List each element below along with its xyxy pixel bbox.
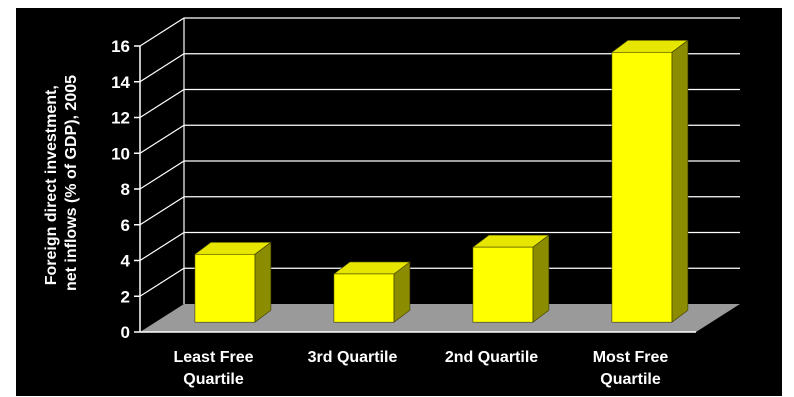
bar-front (194, 253, 256, 323)
y-tick-label: 2 (121, 287, 130, 306)
y-tick-label: 10 (111, 144, 130, 163)
y-tick-label: 12 (111, 109, 130, 128)
bar-front (333, 273, 395, 323)
x-tick-label: Most Free Quartile (593, 349, 669, 388)
x-tick-label-line: 3rd Quartile (308, 349, 398, 366)
gridlines (139, 17, 740, 304)
x-tick-label-line: Most Free (593, 349, 669, 366)
bar-side (254, 241, 272, 323)
y-axis-label-line-1: Foreign direct investment, (43, 85, 60, 285)
y-axis: 0 2 4 6 8 10 12 14 16 (111, 37, 696, 342)
y-tick-label: 4 (121, 252, 131, 271)
x-tick-label-line: Least Free (173, 349, 253, 366)
y-tick-label: 16 (111, 37, 130, 56)
bar (471, 234, 550, 323)
bar-front (611, 51, 673, 323)
floor-plane (140, 304, 740, 332)
bar-front (472, 246, 534, 323)
bar (193, 241, 272, 323)
chart-frame: 0 2 4 6 8 10 12 14 16 Least Free Quartile 3rd Quar… (16, 8, 782, 396)
bar-side (671, 39, 689, 323)
y-tick-label: 0 (121, 323, 130, 342)
bar-chart: 0 2 4 6 8 10 12 14 16 Least Free Quartile 3rd Quar… (43, 17, 740, 388)
bar (611, 39, 689, 323)
y-axis-label: Foreign direct investment, net inflows (… (43, 75, 80, 291)
y-axis-label-line-2: net inflows (% of GDP), 2005 (63, 75, 80, 291)
chart-floor (140, 304, 740, 332)
y-tick-label: 14 (111, 73, 130, 92)
y-tick-label: 6 (121, 216, 130, 235)
x-tick-label-line: Quartile (600, 371, 661, 388)
x-tick-label: 2nd Quartile (445, 349, 538, 366)
x-tick-label: 3rd Quartile (308, 349, 398, 366)
bars (193, 39, 689, 323)
y-tick-label: 8 (121, 180, 130, 199)
x-tick-label-line: 2nd Quartile (445, 349, 538, 366)
bar-side (532, 234, 550, 323)
x-tick-label-line: Quartile (183, 371, 244, 388)
bar (332, 261, 411, 323)
x-axis-labels: Least Free Quartile 3rd Quartile 2nd Quarti… (173, 349, 668, 388)
x-tick-label: Least Free Quartile (173, 349, 253, 388)
